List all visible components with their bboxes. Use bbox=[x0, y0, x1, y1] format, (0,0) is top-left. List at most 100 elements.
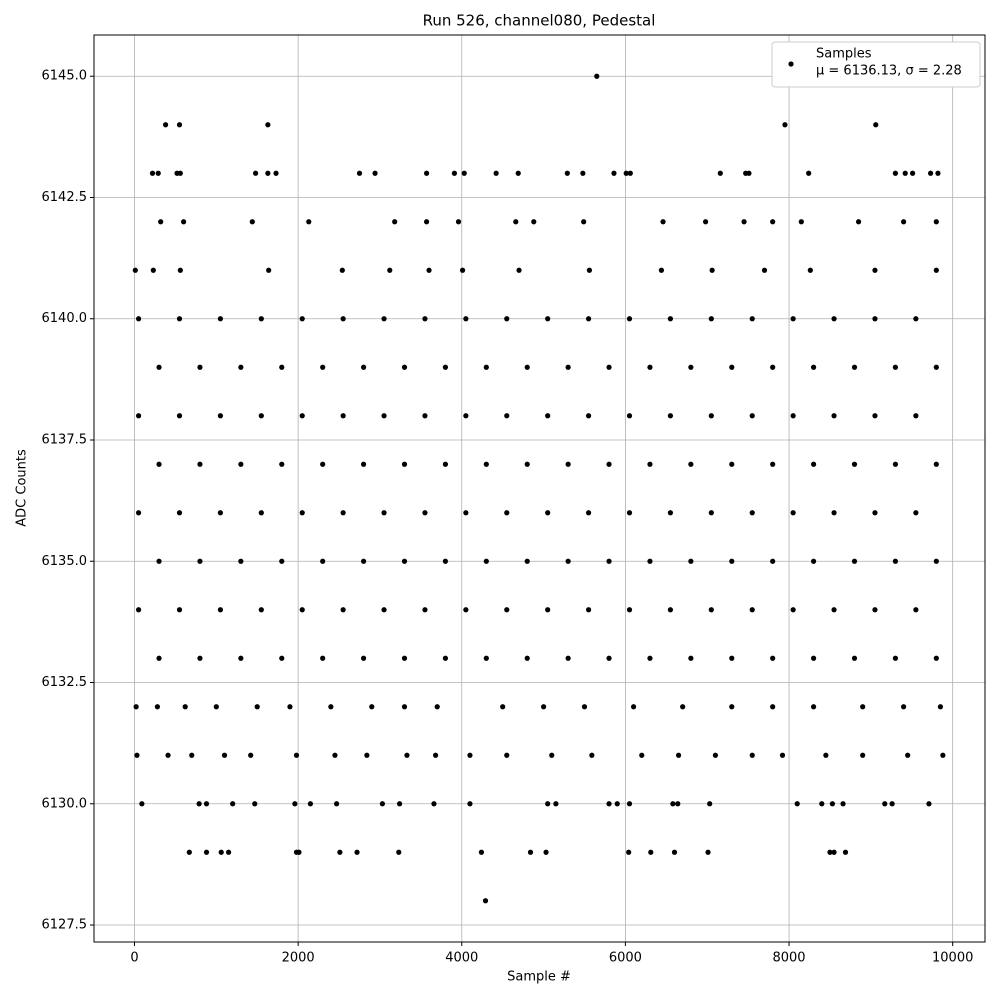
point bbox=[177, 170, 183, 176]
point bbox=[197, 461, 203, 467]
point bbox=[401, 364, 408, 370]
point bbox=[401, 558, 408, 564]
point bbox=[565, 461, 571, 467]
point bbox=[372, 170, 378, 176]
point bbox=[892, 655, 899, 661]
point bbox=[354, 849, 360, 855]
point bbox=[401, 704, 408, 710]
point bbox=[749, 510, 755, 516]
point bbox=[829, 801, 836, 807]
point bbox=[790, 510, 796, 516]
point bbox=[218, 849, 224, 855]
point bbox=[483, 558, 489, 564]
point bbox=[203, 849, 210, 855]
point bbox=[258, 510, 264, 516]
point bbox=[545, 413, 551, 419]
point bbox=[782, 122, 788, 128]
point bbox=[831, 849, 837, 855]
point bbox=[581, 704, 588, 710]
point bbox=[176, 316, 183, 322]
point bbox=[504, 510, 510, 516]
point bbox=[135, 510, 142, 516]
point bbox=[176, 122, 183, 128]
point bbox=[851, 558, 858, 564]
point bbox=[872, 316, 878, 322]
point bbox=[851, 364, 858, 370]
point bbox=[545, 316, 551, 322]
point bbox=[196, 801, 202, 807]
point bbox=[299, 316, 305, 322]
point bbox=[937, 704, 944, 710]
point bbox=[872, 267, 878, 273]
point bbox=[165, 752, 171, 758]
point bbox=[248, 752, 254, 758]
point bbox=[177, 267, 183, 273]
point bbox=[423, 219, 430, 225]
point bbox=[872, 607, 878, 613]
point bbox=[790, 413, 796, 419]
point bbox=[387, 267, 393, 273]
point bbox=[332, 752, 338, 758]
point bbox=[265, 170, 271, 176]
point bbox=[483, 461, 489, 467]
point bbox=[790, 316, 796, 322]
point bbox=[154, 704, 161, 710]
point bbox=[647, 364, 653, 370]
point bbox=[238, 655, 244, 661]
point bbox=[882, 801, 888, 807]
point bbox=[606, 461, 612, 467]
point bbox=[493, 170, 499, 176]
point bbox=[197, 558, 203, 564]
point bbox=[217, 413, 224, 419]
point bbox=[266, 267, 272, 273]
point bbox=[779, 752, 786, 758]
point bbox=[729, 558, 735, 564]
point bbox=[273, 170, 279, 176]
point bbox=[461, 170, 467, 176]
x-tick-label: 0 bbox=[130, 951, 138, 966]
point bbox=[249, 219, 255, 225]
point bbox=[647, 655, 653, 661]
point bbox=[156, 364, 162, 370]
point bbox=[156, 461, 162, 467]
point bbox=[933, 655, 939, 661]
point bbox=[531, 219, 537, 225]
point bbox=[238, 364, 244, 370]
point bbox=[688, 558, 694, 564]
point bbox=[873, 122, 879, 128]
point bbox=[729, 461, 735, 467]
point bbox=[667, 316, 674, 322]
point bbox=[396, 849, 402, 855]
point bbox=[675, 801, 681, 807]
point bbox=[279, 461, 285, 467]
chart-title: Run 526, channel080, Pedestal bbox=[423, 12, 656, 30]
y-tick-label: 6137.5 bbox=[42, 432, 88, 447]
point bbox=[581, 219, 587, 225]
point bbox=[381, 510, 387, 516]
point bbox=[328, 704, 334, 710]
point bbox=[586, 267, 593, 273]
point bbox=[667, 510, 674, 516]
point bbox=[422, 607, 428, 613]
point bbox=[434, 704, 440, 710]
point bbox=[162, 122, 169, 128]
point bbox=[340, 413, 346, 419]
point bbox=[717, 170, 723, 176]
point bbox=[158, 219, 164, 225]
point bbox=[482, 898, 489, 904]
point bbox=[855, 219, 862, 225]
point bbox=[807, 267, 813, 273]
point bbox=[133, 704, 139, 710]
point bbox=[279, 558, 285, 564]
point bbox=[483, 364, 489, 370]
point bbox=[933, 461, 939, 467]
point bbox=[749, 413, 755, 419]
x-tick-label: 2000 bbox=[282, 951, 315, 966]
point bbox=[831, 413, 837, 419]
point bbox=[442, 364, 449, 370]
point bbox=[369, 704, 375, 710]
point bbox=[176, 607, 183, 613]
point bbox=[401, 461, 408, 467]
point bbox=[135, 316, 142, 322]
point bbox=[851, 655, 858, 661]
